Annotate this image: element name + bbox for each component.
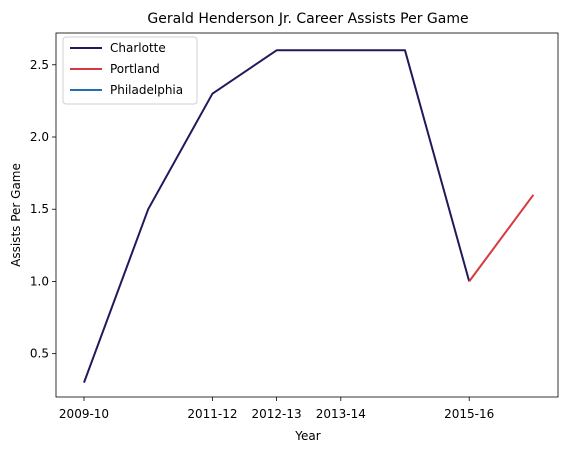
series-line-charlotte bbox=[83, 49, 471, 383]
series-line-portland bbox=[468, 194, 535, 282]
series-lines bbox=[83, 49, 535, 383]
x-tick-label: 2011-12 bbox=[187, 407, 237, 421]
y-tick-label: 1.0 bbox=[30, 274, 49, 288]
x-tick-label: 2013-14 bbox=[316, 407, 366, 421]
y-axis-label: Assists Per Game bbox=[9, 163, 23, 267]
y-axis: 0.5 1.0 1.5 2.0 2.5 bbox=[30, 58, 56, 361]
legend-label-portland: Portland bbox=[110, 62, 160, 76]
legend-box bbox=[62, 36, 198, 105]
y-tick-label: 0.5 bbox=[30, 347, 49, 361]
legend: Charlotte Portland Philadelphia bbox=[62, 36, 198, 105]
legend-label-charlotte: Charlotte bbox=[110, 41, 166, 55]
y-tick-label: 1.5 bbox=[30, 202, 49, 216]
x-tick-label: 2012-13 bbox=[252, 407, 302, 421]
y-tick-label: 2.5 bbox=[30, 58, 49, 72]
x-axis: 2009-10 2011-12 2012-13 2013-14 2015-16 bbox=[59, 397, 494, 421]
x-tick-label: 2015-16 bbox=[444, 407, 494, 421]
plot-frame bbox=[55, 32, 559, 398]
legend-label-philadelphia: Philadelphia bbox=[110, 83, 183, 97]
y-tick-label: 2.0 bbox=[30, 130, 49, 144]
chart-title: Gerald Henderson Jr. Career Assists Per … bbox=[147, 11, 468, 27]
x-tick-label: 2009-10 bbox=[59, 407, 109, 421]
x-axis-label: Year bbox=[294, 429, 320, 443]
